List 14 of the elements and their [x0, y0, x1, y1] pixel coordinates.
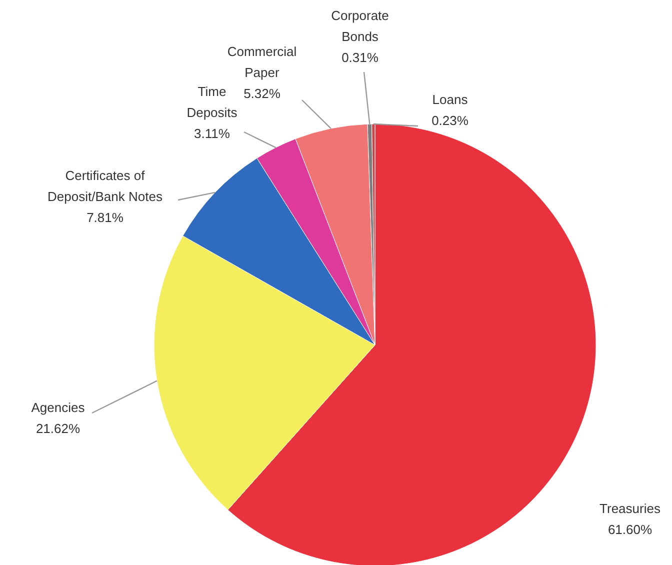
data-label: 61.60%: [608, 522, 652, 537]
slice-label: Commercial Paper: [227, 44, 297, 80]
data-label: 7.81%: [86, 210, 124, 225]
slice-label: Loans: [432, 92, 468, 107]
slice-label: Certificates of Deposit/Bank Notes: [48, 168, 163, 204]
data-label: 21.62%: [36, 421, 80, 436]
slice-label: Agencies: [31, 400, 86, 415]
slice-label: Treasuries: [600, 501, 661, 516]
slice-label: Corporate Bonds: [331, 8, 389, 44]
data-label: 3.11%: [194, 126, 230, 141]
data-label: 0.31%: [342, 50, 379, 65]
data-label: 0.23%: [432, 113, 469, 128]
data-label: 5.32%: [244, 86, 281, 101]
slice-label: Time Deposits: [186, 84, 238, 120]
